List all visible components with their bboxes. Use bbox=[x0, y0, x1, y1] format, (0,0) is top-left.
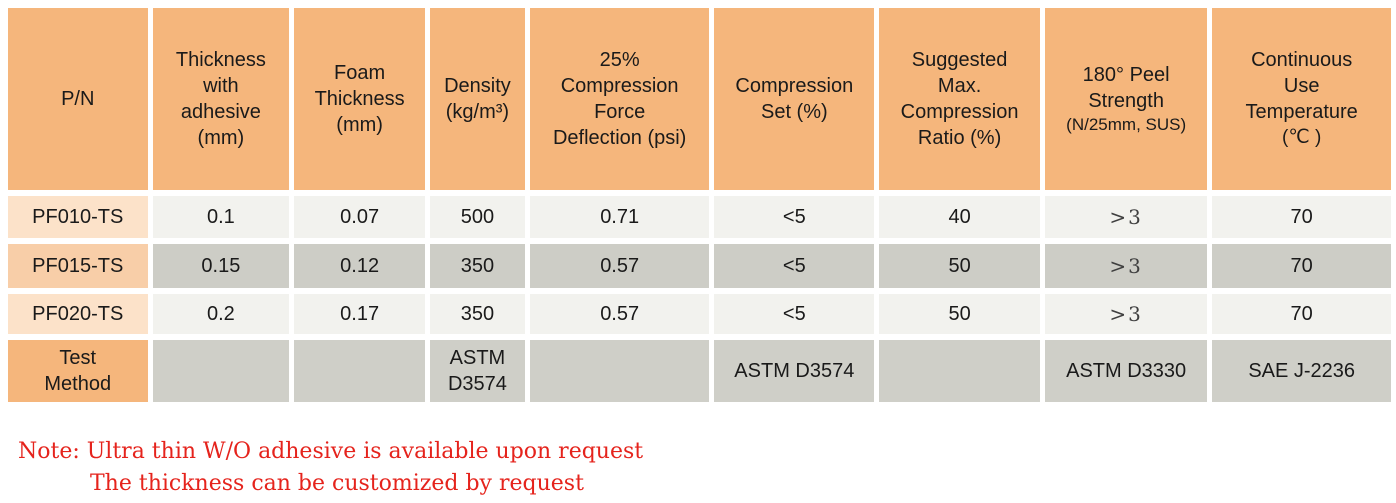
value-cell: <5 bbox=[714, 244, 875, 288]
header-label: P/N bbox=[61, 88, 95, 110]
header-label: Density (kg/m³) bbox=[444, 75, 511, 123]
value-cell: 0.07 bbox=[294, 196, 425, 238]
header-cell-pn: P/N bbox=[8, 8, 148, 190]
value-cell: 0.57 bbox=[529, 244, 710, 288]
value-cell: <5 bbox=[714, 196, 875, 238]
value-cell: 70 bbox=[1212, 196, 1391, 238]
pn-cell: PF015-TS bbox=[8, 244, 148, 288]
value-cell: 0.12 bbox=[294, 244, 425, 288]
value-cell: 40 bbox=[879, 196, 1040, 238]
value-cell: 70 bbox=[1212, 244, 1391, 288]
foam-spec-table: P/N Thickness with adhesive (mm) Foam Th… bbox=[3, 2, 1396, 408]
test-method-cell: ASTM D3574 bbox=[714, 340, 875, 402]
value-cell: 0.15 bbox=[152, 244, 290, 288]
header-cell-continuous-use-temperature: Continuous Use Temperature (℃ ) bbox=[1212, 8, 1391, 190]
header-label: Foam Thickness (mm) bbox=[314, 62, 405, 136]
value-cell: 500 bbox=[430, 196, 525, 238]
note-line-2: The thickness can be customized by reque… bbox=[90, 471, 584, 496]
test-method-cell bbox=[529, 340, 710, 402]
header-cell-compression-set: Compression Set (%) bbox=[714, 8, 875, 190]
header-label: Compression Set (%) bbox=[735, 75, 854, 123]
header-label: Suggested Max. Compression Ratio (%) bbox=[900, 49, 1019, 149]
value-cell: 0.2 bbox=[152, 294, 290, 334]
note-block: Note: Ultra thin W/O adhesive is availab… bbox=[18, 436, 1396, 500]
test-method-cell: ASTM D3330 bbox=[1044, 340, 1208, 402]
test-method-cell bbox=[152, 340, 290, 402]
header-cell-foam-thickness: Foam Thickness (mm) bbox=[294, 8, 425, 190]
header-sublabel: (N/25mm, SUS) bbox=[1066, 114, 1187, 134]
header-label: Continuous Use Temperature bbox=[1245, 49, 1358, 124]
note-line-1: Note: Ultra thin W/O adhesive is availab… bbox=[18, 439, 644, 464]
test-method-cell: ASTM D3574 bbox=[430, 340, 525, 402]
table-row-pf010: PF010-TS 0.1 0.07 500 0.71 <5 40 >3 70 bbox=[8, 196, 1391, 238]
pn-cell: PF020-TS bbox=[8, 294, 148, 334]
value-cell: 0.1 bbox=[152, 196, 290, 238]
value-cell: >3 bbox=[1044, 294, 1208, 334]
header-cell-suggested-max-compression-ratio: Suggested Max. Compression Ratio (%) bbox=[879, 8, 1040, 190]
header-cell-thickness-with-adhesive: Thickness with adhesive (mm) bbox=[152, 8, 290, 190]
table-row-pf020: PF020-TS 0.2 0.17 350 0.57 <5 50 >3 70 bbox=[8, 294, 1391, 334]
value-cell: >3 bbox=[1044, 244, 1208, 288]
table-row-pf015: PF015-TS 0.15 0.12 350 0.57 <5 50 >3 70 bbox=[8, 244, 1391, 288]
value-cell: 70 bbox=[1212, 294, 1391, 334]
pn-cell: Test Method bbox=[8, 340, 148, 402]
value-cell: 350 bbox=[430, 294, 525, 334]
header-cell-density: Density (kg/m³) bbox=[430, 8, 525, 190]
header-label: Thickness with adhesive (mm) bbox=[175, 49, 266, 149]
header-cell-peel-strength: 180° Peel Strength (N/25mm, SUS) bbox=[1044, 8, 1208, 190]
header-label: 25% Compression Force Deflection (psi) bbox=[552, 49, 687, 149]
test-method-cell: SAE J-2236 bbox=[1212, 340, 1391, 402]
test-method-cell bbox=[294, 340, 425, 402]
value-cell: 0.71 bbox=[529, 196, 710, 238]
value-cell: 50 bbox=[879, 294, 1040, 334]
value-cell: 0.57 bbox=[529, 294, 710, 334]
header-label: 180° Peel Strength bbox=[1082, 63, 1170, 112]
header-cell-compression-force-deflection: 25% Compression Force Deflection (psi) bbox=[529, 8, 710, 190]
pn-cell: PF010-TS bbox=[8, 196, 148, 238]
value-cell: 350 bbox=[430, 244, 525, 288]
table-row-test-method: Test Method ASTM D3574 ASTM D3574 ASTM D… bbox=[8, 340, 1391, 402]
test-method-cell bbox=[879, 340, 1040, 402]
value-cell: 50 bbox=[879, 244, 1040, 288]
header-sublabel: (℃ ) bbox=[1282, 127, 1322, 149]
value-cell: <5 bbox=[714, 294, 875, 334]
value-cell: 0.17 bbox=[294, 294, 425, 334]
value-cell: >3 bbox=[1044, 196, 1208, 238]
header-row: P/N Thickness with adhesive (mm) Foam Th… bbox=[8, 8, 1391, 190]
